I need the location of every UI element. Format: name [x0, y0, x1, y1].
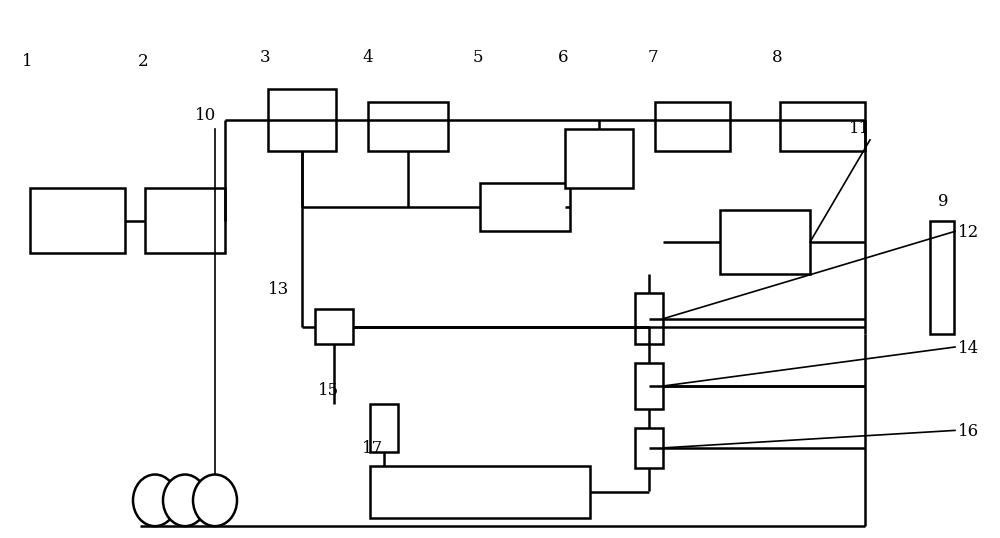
Bar — [780, 102, 865, 151]
Text: 15: 15 — [318, 382, 339, 399]
Bar — [315, 309, 353, 344]
Text: 12: 12 — [958, 224, 979, 241]
Text: 14: 14 — [958, 339, 979, 357]
Text: 9: 9 — [938, 193, 948, 210]
Bar — [30, 188, 125, 253]
Bar — [565, 129, 633, 188]
Text: 10: 10 — [195, 107, 216, 124]
Text: 2: 2 — [138, 53, 149, 70]
Text: 3: 3 — [260, 48, 271, 66]
Bar — [720, 210, 810, 274]
Bar — [655, 102, 730, 151]
Bar — [370, 404, 398, 452]
Text: 7: 7 — [648, 48, 659, 66]
Ellipse shape — [133, 475, 177, 526]
Bar — [635, 428, 663, 468]
Text: 6: 6 — [558, 48, 568, 66]
Ellipse shape — [163, 475, 207, 526]
Bar — [368, 102, 448, 151]
Text: 4: 4 — [362, 48, 373, 66]
Bar — [635, 293, 663, 344]
Ellipse shape — [193, 475, 237, 526]
Text: 13: 13 — [268, 280, 289, 298]
Text: 11: 11 — [849, 120, 870, 137]
Bar — [635, 363, 663, 409]
Bar — [930, 221, 954, 334]
Text: 16: 16 — [958, 423, 979, 440]
Text: 5: 5 — [473, 48, 484, 66]
Bar — [370, 466, 590, 518]
Bar — [145, 188, 225, 253]
Text: 1: 1 — [22, 53, 33, 70]
Text: 8: 8 — [772, 48, 783, 66]
Bar — [480, 183, 570, 231]
Bar — [268, 89, 336, 151]
Text: 17: 17 — [362, 440, 383, 457]
